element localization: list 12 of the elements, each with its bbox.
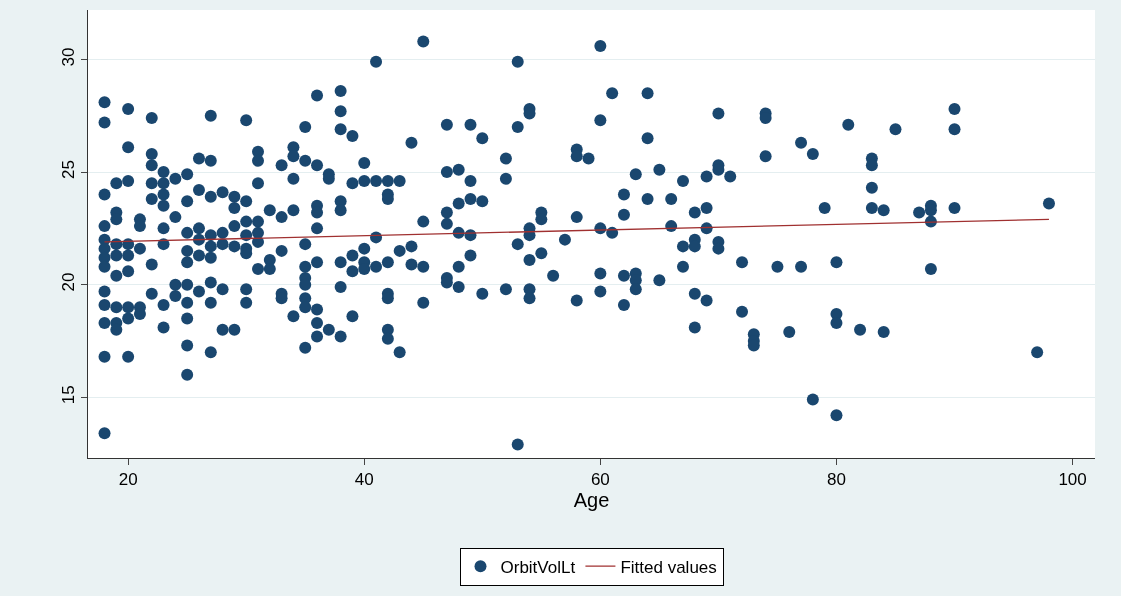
x-tick-label: 40 bbox=[354, 470, 374, 490]
legend-label: OrbitVolLt bbox=[500, 557, 576, 577]
x-tick-label: 20 bbox=[118, 470, 138, 490]
legend-label: Fitted values bbox=[620, 557, 717, 577]
y-tick-label: 15 bbox=[59, 385, 79, 405]
x-tick-label: 100 bbox=[1058, 470, 1087, 490]
y-tick-label: 20 bbox=[59, 272, 79, 292]
y-tick-label: 30 bbox=[59, 47, 79, 67]
y-tick-label: 25 bbox=[59, 160, 79, 179]
x-tick-label: 60 bbox=[590, 470, 610, 490]
x-axis-title: Age bbox=[573, 489, 610, 512]
x-tick-label: 80 bbox=[827, 470, 846, 490]
